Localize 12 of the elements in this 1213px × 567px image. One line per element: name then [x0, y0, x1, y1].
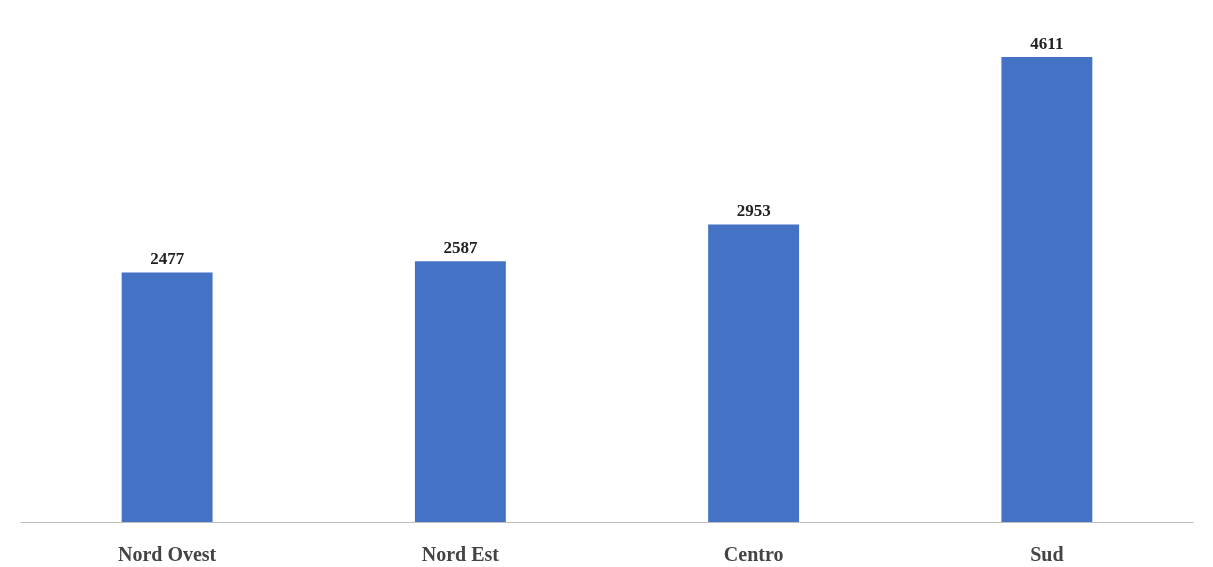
bar	[1001, 57, 1093, 523]
x-tick-label: Nord Ovest	[117, 542, 217, 565]
x-tick-label: Centro	[723, 542, 784, 565]
bar	[708, 224, 800, 523]
bar	[121, 272, 213, 523]
data-label: 2477	[150, 249, 185, 269]
data-label: 2953	[736, 201, 771, 221]
x-tick-label: Sud	[1030, 542, 1064, 565]
data-label: 4611	[1030, 34, 1064, 54]
x-tick-label: Nord Est	[421, 542, 500, 565]
bar	[414, 261, 506, 523]
data-label: 2587	[443, 238, 478, 258]
